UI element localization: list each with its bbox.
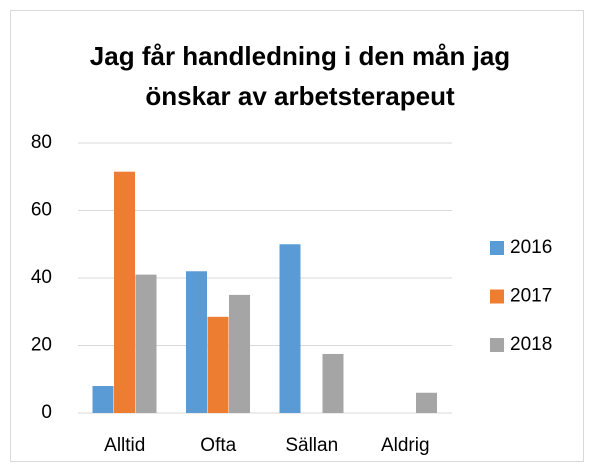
y-tick-label: 60 [31, 200, 52, 221]
y-tick-label: 80 [31, 132, 52, 153]
x-tick-label: Aldrig [381, 435, 430, 456]
legend-label: 2016 [510, 237, 552, 258]
legend-label: 2018 [510, 334, 552, 355]
bar [114, 171, 135, 413]
bar [186, 271, 207, 413]
bar [135, 274, 157, 413]
bar [279, 244, 301, 413]
bar [322, 353, 344, 413]
legend-swatch [490, 289, 504, 304]
legend-swatch [490, 338, 504, 352]
legend-swatch [490, 241, 504, 255]
chart-title: Jag får handledning i den mån jag [90, 41, 510, 71]
legend-label: 2017 [510, 286, 552, 307]
y-tick-label: 20 [31, 335, 52, 356]
x-tick-label: Sällan [285, 435, 338, 456]
x-tick-label: Ofta [200, 435, 236, 456]
bar [92, 386, 114, 413]
bar [416, 392, 437, 413]
y-tick-label: 0 [41, 402, 52, 423]
bar [229, 294, 250, 413]
chart-title: önskar av arbetsterapeut [145, 81, 455, 111]
y-tick-label: 40 [31, 267, 52, 288]
x-tick-label: Alltid [104, 435, 145, 456]
bar [207, 316, 229, 413]
